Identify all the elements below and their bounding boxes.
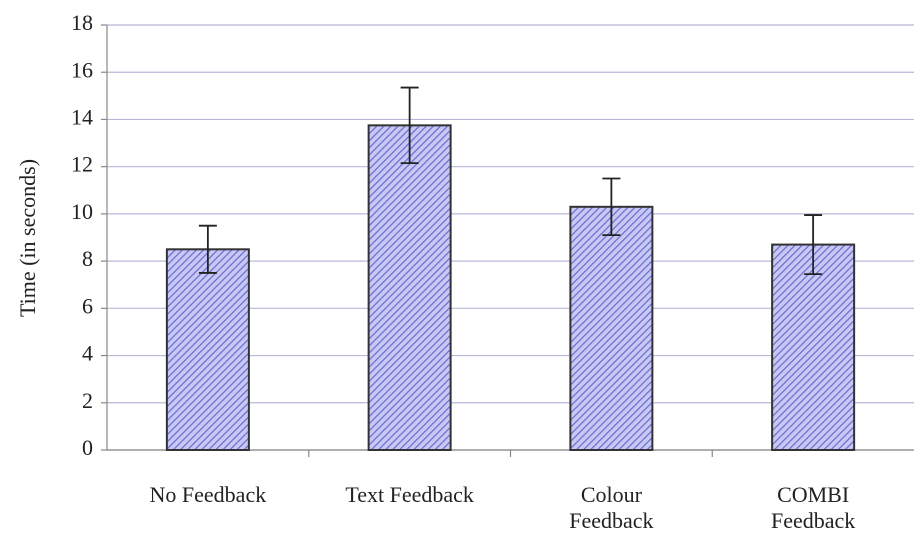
- y-tick-label: 14: [71, 104, 93, 129]
- y-axis-label: Time (in seconds): [15, 159, 40, 317]
- x-tick-label: Colour Feedback: [569, 482, 654, 533]
- x-tick-label: No Feedback: [149, 482, 267, 507]
- y-tick-label: 12: [71, 152, 93, 177]
- y-tick-label: 0: [82, 435, 93, 460]
- error-bar: [198, 224, 217, 274]
- bar: [367, 124, 452, 451]
- bar: [569, 205, 654, 451]
- error-bar: [400, 86, 419, 165]
- y-tick-label: 18: [71, 10, 93, 35]
- y-tick-label: 16: [71, 57, 93, 82]
- error-bar: [804, 214, 823, 275]
- x-tick-label: Text Feedback: [345, 482, 474, 507]
- y-tick-label: 10: [71, 199, 93, 224]
- bar: [165, 248, 250, 451]
- y-tick-label: 6: [82, 293, 93, 318]
- y-tick-label: 2: [82, 388, 93, 413]
- y-tick-label: 4: [82, 341, 93, 366]
- error-bar: [602, 177, 621, 237]
- bar: [771, 243, 856, 451]
- x-tick-label: COMBI Feedback: [770, 482, 856, 533]
- y-tick-label: 8: [82, 246, 93, 271]
